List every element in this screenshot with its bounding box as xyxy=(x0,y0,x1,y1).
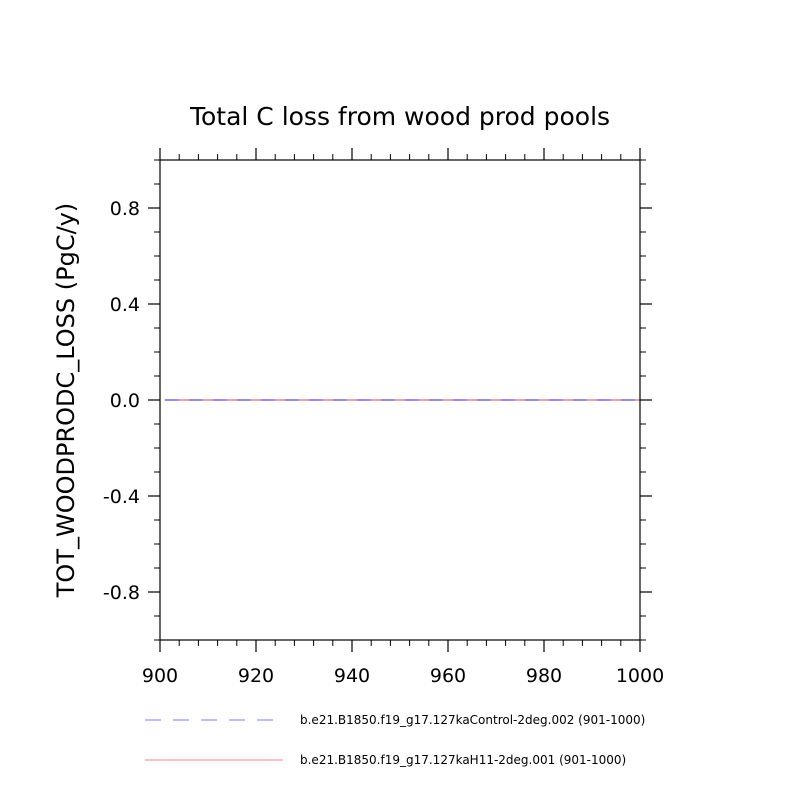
y-tick-label: -0.8 xyxy=(103,582,140,604)
x-tick-label: 980 xyxy=(526,665,562,687)
y-tick-label: 0.8 xyxy=(110,198,140,220)
x-tick-label: 960 xyxy=(430,665,466,687)
x-tick-label: 940 xyxy=(334,665,370,687)
y-axis-label: TOT_WOODPRODC_LOSS (PgC/y) xyxy=(52,203,80,598)
y-tick-label: 0.4 xyxy=(110,294,140,316)
legend-label-1: b.e21.B1850.f19_g17.127kaControl-2deg.00… xyxy=(300,713,645,727)
legend: b.e21.B1850.f19_g17.127kaControl-2deg.00… xyxy=(145,713,645,767)
y-tick-label: -0.4 xyxy=(103,486,140,508)
y-tick-label: 0.0 xyxy=(110,390,140,412)
x-tick-label: 900 xyxy=(142,665,178,687)
legend-label-2: b.e21.B1850.f19_g17.127kaH11-2deg.001 (9… xyxy=(300,753,626,767)
chart-title: Total C loss from wood prod pools xyxy=(189,102,610,131)
x-tick-label: 920 xyxy=(238,665,274,687)
x-tick-label: 1000 xyxy=(616,665,664,687)
axes: 900 920 940 960 980 1000 -0.8 -0.4 0.0 0.4 0.8 xyxy=(103,148,664,687)
plot-frame xyxy=(159,159,641,641)
